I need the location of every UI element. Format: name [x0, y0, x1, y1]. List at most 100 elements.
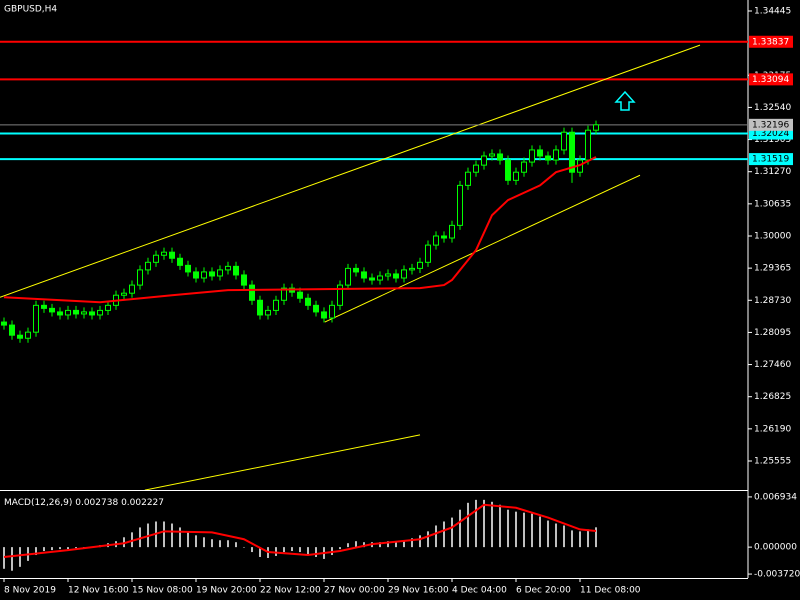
price-label: 1.33094	[752, 75, 789, 85]
candle-body	[257, 299, 263, 316]
candle-body	[385, 273, 391, 277]
candle-body	[297, 291, 303, 299]
macd-bar	[11, 547, 13, 571]
current-price-bg	[749, 118, 793, 131]
candle-body	[313, 304, 319, 313]
candle-body	[529, 149, 535, 163]
macd-bar	[283, 547, 285, 553]
moving-average	[3, 156, 597, 304]
macd-bar	[363, 542, 365, 548]
y-tick-label: 1.28095	[754, 328, 791, 338]
candle-body	[537, 149, 543, 157]
candle-body	[137, 269, 143, 286]
candle-body	[345, 267, 351, 286]
macd-bar	[475, 499, 477, 548]
candle-body	[497, 153, 503, 161]
macd-bar	[235, 542, 237, 548]
macd-bar	[595, 527, 597, 548]
macd-bar	[3, 547, 5, 569]
candle-body	[481, 155, 487, 166]
candle-body	[97, 309, 103, 316]
trendline	[144, 434, 421, 490]
y-tick-label: 1.28730	[754, 296, 791, 306]
trendline	[0, 44, 701, 298]
price-label: 1.31519	[752, 155, 789, 165]
macd-signal	[3, 503, 597, 558]
x-tick-label: 29 Nov 16:00	[388, 586, 449, 596]
candle-body	[209, 271, 215, 277]
macd-bar	[291, 547, 293, 552]
macd-bar	[251, 547, 253, 553]
macd-bar	[75, 547, 77, 549]
macd-bar	[163, 521, 165, 548]
macd-bar	[443, 521, 445, 548]
macd-bar	[547, 520, 549, 548]
macd-bar	[515, 511, 517, 548]
macd-bar	[427, 531, 429, 548]
macd-bar	[539, 516, 541, 548]
x-tick-label: 12 Nov 16:00	[68, 586, 129, 596]
macd-y-tick-label: 0.006934	[754, 492, 797, 502]
candle-body	[17, 334, 23, 339]
macd-bar	[395, 541, 397, 548]
macd-bar	[67, 547, 69, 550]
price-label-bg	[749, 153, 793, 166]
candle-body	[569, 131, 575, 173]
y-tick-label: 1.27460	[754, 360, 791, 370]
macd-bar	[571, 530, 573, 548]
y-tick-label: 1.31905	[754, 135, 791, 145]
candle-body	[369, 277, 375, 281]
candle-body	[1, 321, 7, 326]
candle-body	[65, 309, 71, 316]
macd-y-tick-label: -0.003720	[754, 570, 800, 580]
chart-title: GBPUSD,H4	[4, 5, 57, 15]
candle-body	[561, 131, 567, 151]
candle-body	[305, 297, 311, 306]
candle-body	[57, 311, 63, 316]
candle-body	[121, 292, 127, 296]
macd-bar	[339, 547, 341, 550]
candle-body	[449, 224, 455, 239]
candle-body	[417, 261, 423, 269]
axes: 1.344451.331751.325401.319051.312701.306…	[3, 6, 800, 596]
candle-body	[337, 284, 343, 306]
candle-body	[545, 155, 551, 161]
candle-body	[377, 275, 383, 281]
macd-bar	[179, 527, 181, 548]
candle-body	[441, 235, 447, 239]
price-label-bg	[749, 35, 793, 48]
macd-bar	[259, 547, 261, 557]
macd-bar	[555, 523, 557, 548]
y-tick-label: 1.26190	[754, 424, 791, 434]
macd-bar	[59, 547, 61, 550]
y-tick-label: 1.30635	[754, 199, 791, 209]
y-tick-label: 1.32540	[754, 103, 791, 113]
candle-body	[169, 251, 175, 259]
macd-bar	[211, 539, 213, 548]
candle-body	[241, 274, 247, 286]
candle-body	[185, 264, 191, 273]
macd-bar	[35, 547, 37, 556]
current-price-label: 1.32196	[752, 120, 789, 130]
price-pane	[0, 40, 748, 490]
macd-bar	[499, 504, 501, 548]
y-tick-label: 1.34445	[754, 6, 791, 16]
macd-title: MACD(12,26,9) 0.002738 0.002227	[4, 498, 164, 508]
candle-body	[49, 307, 55, 313]
x-tick-label: 19 Nov 20:00	[196, 586, 257, 596]
y-tick-label: 1.30000	[754, 231, 791, 241]
macd-bar	[579, 531, 581, 548]
macd-bar	[219, 540, 221, 548]
candle-body	[201, 271, 207, 279]
candle-body	[9, 324, 15, 336]
candle-body	[233, 265, 239, 276]
macd-bar	[467, 502, 469, 548]
x-tick-label: 4 Dec 04:00	[452, 586, 507, 596]
macd-bar	[203, 537, 205, 548]
x-tick-label: 11 Dec 08:00	[580, 586, 641, 596]
candle-body	[161, 251, 167, 256]
macd-bar	[315, 547, 317, 557]
macd-bar	[307, 547, 309, 555]
macd-bar	[563, 525, 565, 548]
